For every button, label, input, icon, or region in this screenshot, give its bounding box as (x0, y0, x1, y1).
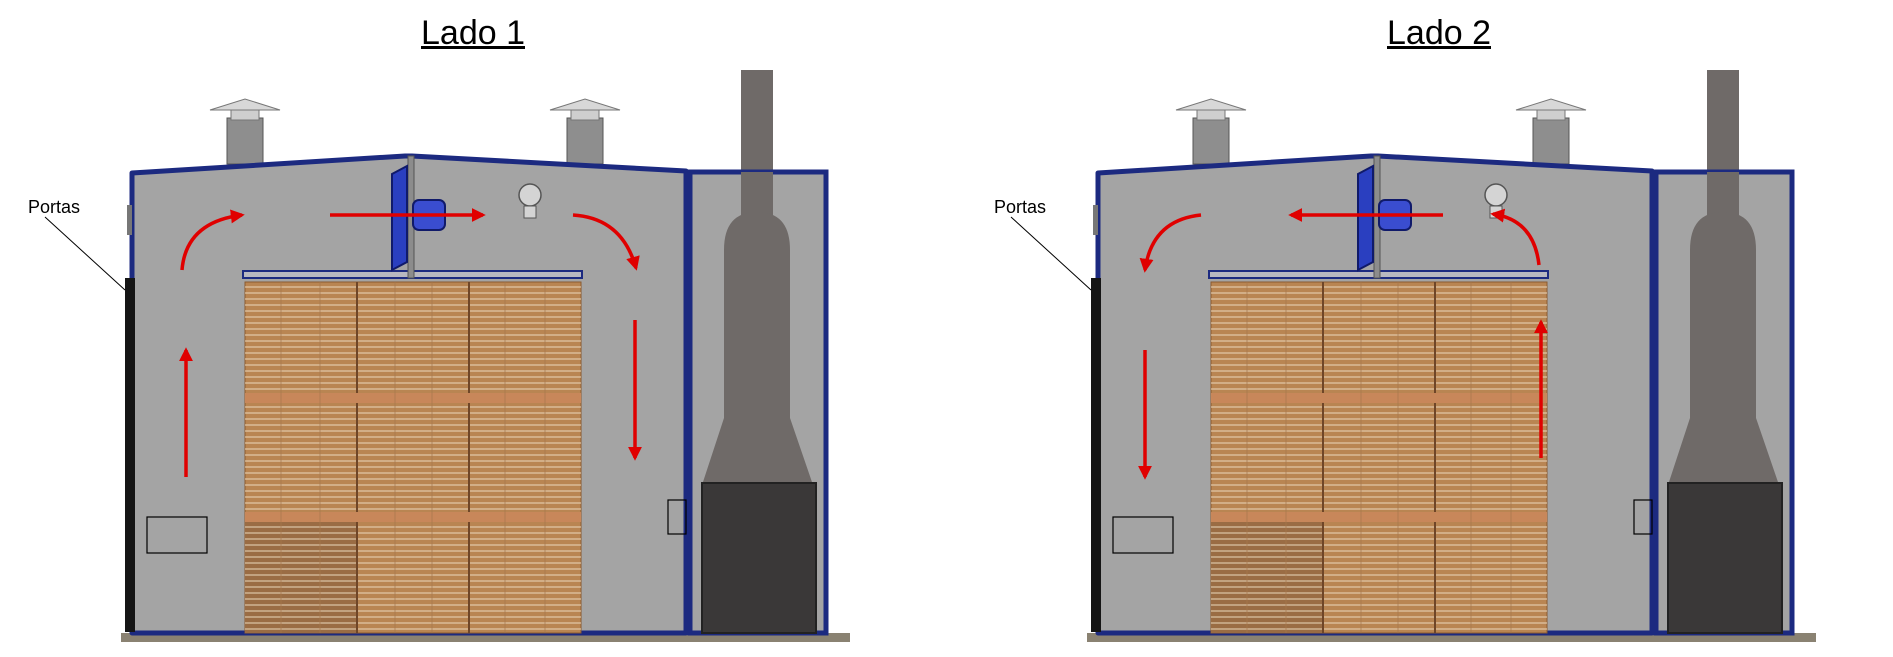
chimney-hood (1668, 212, 1779, 485)
chimney-stack-top (741, 70, 773, 180)
vent-damper (1484, 183, 1508, 207)
airflow-arrow-curve-top-right (1490, 208, 1541, 266)
fan-blades (391, 164, 408, 272)
side-2-panel: Lado 2 Portas (966, 0, 1893, 657)
ground-slab (1087, 633, 1816, 642)
inspection-hatch-right (1633, 499, 1653, 535)
kiln-doors (1091, 278, 1101, 632)
chimney-stack-top (1707, 70, 1739, 180)
inspection-hatch-left (146, 516, 208, 554)
side-1-doors-label: Portas (28, 197, 81, 217)
door-hinge (127, 205, 132, 235)
lumber-stack (244, 281, 582, 634)
door-leader-line (44, 216, 126, 291)
door-hinge (1093, 205, 1098, 235)
side-2-title: Lado 2 (1387, 14, 1491, 52)
right-roof-vent (549, 98, 621, 165)
door-leader-line (1010, 216, 1092, 291)
side-2-doors-label: Portas (994, 197, 1047, 217)
vent-damper-base (523, 205, 537, 219)
inspection-hatch-right (667, 499, 687, 535)
left-roof-vent (209, 98, 281, 165)
fan-blades (1357, 164, 1374, 272)
side-1-panel: Lado 1 Portas (0, 0, 946, 657)
airflow-arrow-curve-top-right (572, 213, 640, 271)
firebox (701, 482, 817, 634)
inspection-hatch-left (1112, 516, 1174, 554)
chimney-hood (702, 212, 813, 485)
side-1-kiln-drawing (44, 70, 850, 642)
side-2-kiln-drawing (1010, 70, 1816, 642)
kiln-doors (125, 278, 135, 632)
ground-slab (121, 633, 850, 642)
right-roof-vent (1515, 98, 1587, 165)
airflow-arrow-curve-top-left (1139, 213, 1202, 273)
vent-damper (518, 183, 542, 207)
airflow-arrow-curve-top-left (180, 209, 245, 271)
left-roof-vent (1175, 98, 1247, 165)
side-1-title: Lado 1 (421, 14, 525, 52)
lumber-stack (1210, 281, 1548, 634)
firebox (1667, 482, 1783, 634)
